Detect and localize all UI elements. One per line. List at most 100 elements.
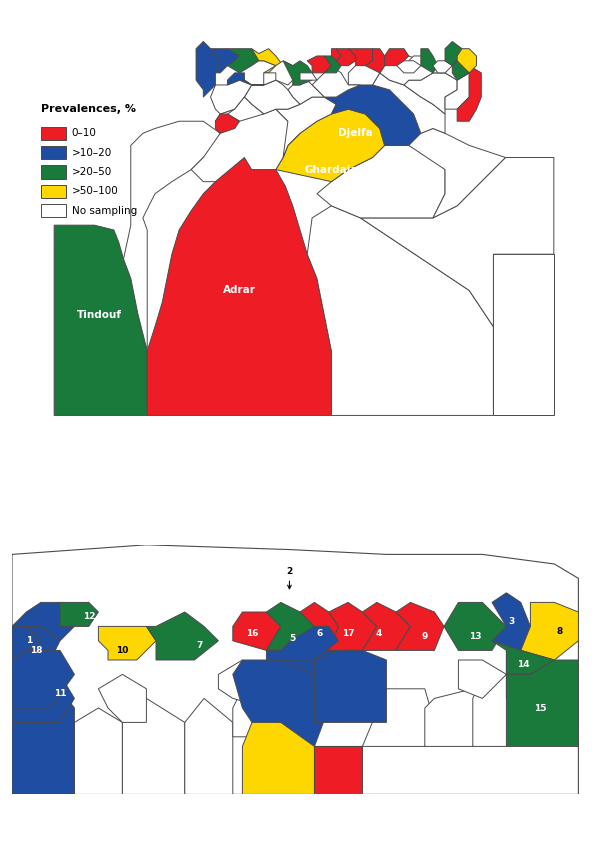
Bar xyxy=(41,204,65,218)
Polygon shape xyxy=(336,48,356,66)
Text: Ghardaia: Ghardaia xyxy=(305,164,358,175)
Polygon shape xyxy=(396,602,444,651)
Polygon shape xyxy=(244,80,300,114)
Polygon shape xyxy=(276,109,385,181)
Polygon shape xyxy=(365,48,385,73)
Polygon shape xyxy=(185,698,233,794)
Polygon shape xyxy=(362,689,434,746)
Text: Prevalences, %: Prevalences, % xyxy=(41,104,136,114)
Polygon shape xyxy=(425,689,482,746)
Polygon shape xyxy=(98,626,156,660)
Polygon shape xyxy=(493,254,554,416)
Polygon shape xyxy=(233,612,281,651)
Polygon shape xyxy=(312,66,361,97)
Polygon shape xyxy=(288,80,324,105)
Polygon shape xyxy=(404,73,457,114)
Text: >20–50: >20–50 xyxy=(71,167,112,177)
Text: 10: 10 xyxy=(116,646,128,655)
Text: >10–20: >10–20 xyxy=(71,148,112,157)
Polygon shape xyxy=(146,612,218,660)
Polygon shape xyxy=(433,60,452,73)
Polygon shape xyxy=(331,48,341,60)
Polygon shape xyxy=(506,660,578,746)
Polygon shape xyxy=(349,60,385,85)
Text: No sampling: No sampling xyxy=(71,206,137,216)
Polygon shape xyxy=(98,675,146,722)
Polygon shape xyxy=(211,48,239,73)
Polygon shape xyxy=(211,80,251,114)
Polygon shape xyxy=(314,689,386,746)
Polygon shape xyxy=(317,145,445,218)
Text: 15: 15 xyxy=(534,703,546,713)
Polygon shape xyxy=(124,121,220,351)
Polygon shape xyxy=(457,56,481,121)
Polygon shape xyxy=(54,226,147,416)
Text: 16: 16 xyxy=(246,629,258,638)
Text: 0–10: 0–10 xyxy=(71,129,97,138)
Polygon shape xyxy=(251,97,336,157)
Polygon shape xyxy=(409,129,505,218)
Polygon shape xyxy=(444,602,506,651)
Polygon shape xyxy=(385,48,409,66)
Polygon shape xyxy=(12,675,74,794)
Polygon shape xyxy=(362,602,410,651)
Text: 8: 8 xyxy=(556,626,562,636)
Polygon shape xyxy=(242,722,314,794)
Polygon shape xyxy=(266,689,329,746)
Polygon shape xyxy=(12,651,74,708)
Polygon shape xyxy=(12,660,74,722)
Text: 7: 7 xyxy=(196,641,202,650)
Polygon shape xyxy=(521,602,578,660)
Polygon shape xyxy=(300,73,317,80)
Polygon shape xyxy=(215,114,239,133)
Polygon shape xyxy=(329,602,377,651)
Polygon shape xyxy=(492,593,530,651)
Text: 13: 13 xyxy=(469,632,481,640)
Polygon shape xyxy=(324,56,341,73)
Text: 4: 4 xyxy=(376,629,382,638)
Text: 1: 1 xyxy=(26,636,32,645)
Polygon shape xyxy=(307,206,493,416)
Polygon shape xyxy=(269,60,300,85)
Polygon shape xyxy=(421,48,438,73)
Polygon shape xyxy=(122,698,185,794)
Text: >50–100: >50–100 xyxy=(71,187,118,196)
Polygon shape xyxy=(373,73,445,133)
Polygon shape xyxy=(445,73,469,109)
Text: 3: 3 xyxy=(508,617,514,626)
Polygon shape xyxy=(349,48,373,66)
Polygon shape xyxy=(457,48,476,73)
Bar xyxy=(41,146,65,159)
Polygon shape xyxy=(218,660,266,708)
Polygon shape xyxy=(191,105,300,181)
Polygon shape xyxy=(227,73,251,85)
Polygon shape xyxy=(307,56,331,73)
Polygon shape xyxy=(409,56,428,66)
Polygon shape xyxy=(492,641,554,675)
Text: Adrar: Adrar xyxy=(223,285,256,295)
Polygon shape xyxy=(12,708,74,794)
Polygon shape xyxy=(239,60,276,85)
Polygon shape xyxy=(12,602,74,641)
Text: 2: 2 xyxy=(286,567,293,588)
Polygon shape xyxy=(251,48,283,73)
Text: 12: 12 xyxy=(83,613,95,621)
Polygon shape xyxy=(300,602,338,651)
Polygon shape xyxy=(361,157,554,327)
Polygon shape xyxy=(458,660,506,698)
Polygon shape xyxy=(227,97,264,121)
Polygon shape xyxy=(433,60,469,80)
Polygon shape xyxy=(233,660,329,746)
Polygon shape xyxy=(60,602,98,626)
Polygon shape xyxy=(12,626,41,660)
Polygon shape xyxy=(251,73,276,85)
Bar xyxy=(41,165,65,179)
Polygon shape xyxy=(281,626,362,675)
Bar xyxy=(41,127,65,140)
Polygon shape xyxy=(380,56,433,85)
Text: 14: 14 xyxy=(517,660,530,670)
Text: 11: 11 xyxy=(54,689,66,698)
Text: Tindouf: Tindouf xyxy=(77,309,122,320)
Text: Djelfa: Djelfa xyxy=(338,129,373,138)
Polygon shape xyxy=(196,41,220,97)
